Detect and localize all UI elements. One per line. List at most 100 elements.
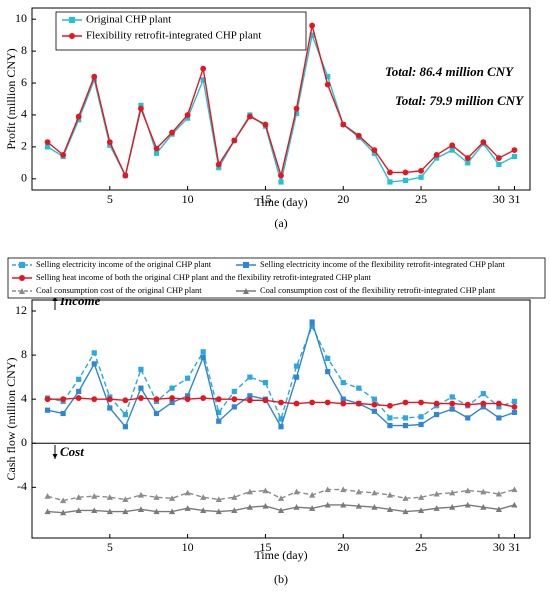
data-point <box>138 395 144 401</box>
data-point <box>309 319 315 325</box>
y-axis-title: Profit (million CNY) <box>4 48 18 149</box>
data-point <box>387 402 393 409</box>
data-point <box>325 369 331 375</box>
data-point <box>153 410 160 417</box>
x-tick-label: 15 <box>259 192 271 206</box>
data-point <box>278 424 284 430</box>
data-point <box>200 349 206 355</box>
data-point <box>215 496 222 503</box>
data-point <box>137 506 145 512</box>
x-tick-label: 30 <box>493 540 505 554</box>
data-point <box>449 504 456 510</box>
y-tick-label: -4 <box>17 479 27 493</box>
y-tick-label: 8 <box>21 347 27 361</box>
data-point <box>153 150 160 156</box>
data-point <box>511 403 518 410</box>
data-point <box>309 32 315 38</box>
data-point <box>402 495 409 501</box>
data-point <box>75 113 82 120</box>
data-point <box>44 139 51 146</box>
data-point <box>496 404 502 410</box>
data-point <box>278 172 284 179</box>
data-point <box>231 137 238 144</box>
data-point <box>247 374 253 380</box>
data-point <box>246 488 253 495</box>
data-point <box>169 399 175 406</box>
data-point <box>122 496 129 503</box>
data-point <box>511 409 518 415</box>
y-tick-label: 6 <box>21 75 27 89</box>
legend-marker <box>69 17 75 23</box>
data-point <box>464 501 471 508</box>
data-point <box>75 494 82 500</box>
x-tick-label: 31 <box>508 540 520 554</box>
data-point <box>340 121 347 128</box>
data-point <box>106 508 113 515</box>
data-point <box>200 65 207 72</box>
data-point <box>387 415 393 421</box>
annotation: Total: 79.9 million CNY <box>395 93 524 108</box>
y-tick-label: 0 <box>21 171 27 185</box>
annotation-arrowhead <box>52 296 58 301</box>
data-point <box>262 380 269 386</box>
data-point <box>340 380 346 386</box>
data-point <box>449 489 456 496</box>
data-point <box>418 174 424 180</box>
data-point <box>309 505 316 511</box>
data-point <box>371 147 378 153</box>
data-point <box>44 396 51 403</box>
x-tick-label: 31 <box>508 192 520 206</box>
data-point <box>495 490 502 497</box>
data-point <box>340 400 347 407</box>
data-point <box>169 385 175 391</box>
data-point <box>464 487 471 494</box>
data-point <box>122 508 129 515</box>
data-point <box>60 497 67 504</box>
data-point <box>386 491 394 498</box>
data-point <box>371 489 378 496</box>
data-point <box>215 396 222 403</box>
data-point <box>433 400 440 407</box>
legend-marker <box>19 275 25 281</box>
data-point <box>91 493 98 499</box>
data-point <box>293 110 300 116</box>
legend-label: Coal consumption cost of the flexibility… <box>260 285 496 295</box>
data-point <box>449 394 455 400</box>
data-point <box>91 396 98 403</box>
x-tick-label: 10 <box>182 192 194 206</box>
caption: (b) <box>274 572 288 586</box>
legend-label: Original CHP plant <box>86 14 171 26</box>
data-point <box>262 502 269 509</box>
data-point <box>293 363 300 369</box>
data-point <box>107 142 113 148</box>
data-point <box>246 504 253 510</box>
data-point <box>231 388 237 395</box>
data-point <box>433 151 440 158</box>
plot-frame <box>31 7 531 191</box>
data-point <box>106 494 113 500</box>
data-point <box>309 491 316 498</box>
data-point <box>168 495 176 501</box>
data-point <box>325 355 331 361</box>
data-point <box>511 501 518 508</box>
data-point <box>402 399 409 406</box>
data-point <box>355 488 362 495</box>
data-point <box>75 507 82 514</box>
data-point <box>231 396 238 403</box>
data-point <box>417 507 425 514</box>
data-point <box>324 399 331 406</box>
data-point <box>246 397 253 404</box>
legend-marker <box>19 262 25 268</box>
data-point <box>511 398 518 404</box>
data-point <box>168 508 176 515</box>
data-point <box>246 113 253 120</box>
x-tick-label: 5 <box>107 540 113 554</box>
data-point <box>278 399 284 406</box>
caption: (a) <box>274 216 287 230</box>
data-point <box>480 400 487 407</box>
data-point <box>511 153 518 160</box>
data-point <box>371 150 377 156</box>
data-point <box>386 506 394 512</box>
data-point <box>480 488 487 495</box>
x-axis-title: Time (day) <box>254 548 307 562</box>
